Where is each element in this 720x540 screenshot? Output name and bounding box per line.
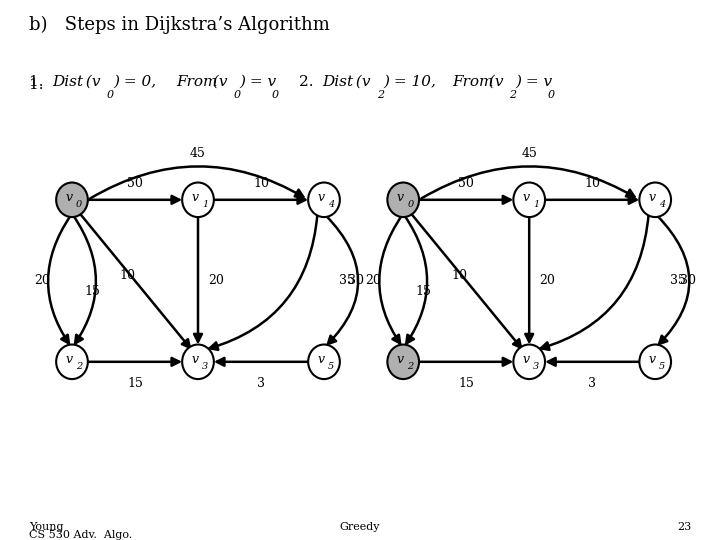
Text: 15: 15 <box>415 285 431 298</box>
Ellipse shape <box>639 345 671 379</box>
Text: v: v <box>397 353 404 366</box>
Text: 35: 35 <box>670 274 686 287</box>
Text: CS 530 Adv.  Algo.: CS 530 Adv. Algo. <box>29 530 132 540</box>
Text: 15: 15 <box>84 285 100 298</box>
Text: v: v <box>523 191 530 204</box>
Text: 2.: 2. <box>299 75 318 89</box>
Text: 2: 2 <box>509 90 516 100</box>
Text: 1: 1 <box>534 200 539 208</box>
Text: 20: 20 <box>539 274 555 287</box>
FancyArrowPatch shape <box>48 216 71 343</box>
Text: (v: (v <box>208 75 228 89</box>
Ellipse shape <box>513 183 545 217</box>
Text: 4: 4 <box>328 200 334 208</box>
Text: 50: 50 <box>127 177 143 190</box>
FancyArrowPatch shape <box>73 216 96 343</box>
Text: Young: Young <box>29 522 63 532</box>
Text: 20: 20 <box>34 274 50 287</box>
Text: 4: 4 <box>660 200 665 208</box>
Ellipse shape <box>387 183 419 217</box>
Text: 10: 10 <box>120 269 136 282</box>
Text: 0: 0 <box>271 90 279 100</box>
Text: b)   Steps in Dijkstra’s Algorithm: b) Steps in Dijkstra’s Algorithm <box>29 16 330 35</box>
FancyArrowPatch shape <box>405 216 427 343</box>
Text: 50: 50 <box>458 177 474 190</box>
Text: 1.: 1. <box>29 75 48 89</box>
FancyArrowPatch shape <box>541 214 649 350</box>
Ellipse shape <box>56 345 88 379</box>
FancyArrowPatch shape <box>90 166 303 198</box>
Text: ) = 0,: ) = 0, <box>114 75 166 89</box>
Text: 10: 10 <box>451 269 467 282</box>
Text: v: v <box>649 353 656 366</box>
Text: v: v <box>523 353 530 366</box>
Text: v: v <box>318 353 325 366</box>
Ellipse shape <box>308 183 340 217</box>
Text: ) = 10,: ) = 10, <box>384 75 446 89</box>
Text: 15: 15 <box>127 377 143 390</box>
Text: v: v <box>649 191 656 204</box>
FancyArrowPatch shape <box>326 215 358 344</box>
Text: Dist: Dist <box>322 75 353 89</box>
Ellipse shape <box>56 183 88 217</box>
Text: ) = v: ) = v <box>516 75 553 89</box>
Text: 45: 45 <box>190 147 206 160</box>
Text: 2: 2 <box>76 362 82 370</box>
Text: v: v <box>66 353 73 366</box>
Text: 1.: 1. <box>29 78 48 92</box>
Text: 0: 0 <box>547 90 554 100</box>
Text: 5: 5 <box>328 362 334 370</box>
Text: v: v <box>318 191 325 204</box>
Text: v: v <box>397 191 404 204</box>
Text: 10: 10 <box>584 177 600 190</box>
FancyArrowPatch shape <box>657 215 689 344</box>
Text: 10: 10 <box>253 177 269 190</box>
Text: 3: 3 <box>588 377 596 390</box>
Text: 5: 5 <box>660 362 665 370</box>
Ellipse shape <box>308 345 340 379</box>
Text: 0: 0 <box>233 90 240 100</box>
FancyArrowPatch shape <box>210 214 318 350</box>
Text: From: From <box>176 75 218 89</box>
Text: v: v <box>192 191 199 204</box>
Ellipse shape <box>387 345 419 379</box>
Text: ) = v: ) = v <box>240 75 277 89</box>
Text: 1: 1 <box>202 200 208 208</box>
Text: 30: 30 <box>348 274 364 287</box>
Text: From: From <box>452 75 494 89</box>
Text: 35: 35 <box>339 274 355 287</box>
Ellipse shape <box>182 183 214 217</box>
Text: 3: 3 <box>202 362 208 370</box>
Text: (v: (v <box>81 75 101 89</box>
Ellipse shape <box>639 183 671 217</box>
Text: 15: 15 <box>458 377 474 390</box>
Text: (v: (v <box>484 75 503 89</box>
Text: 0: 0 <box>107 90 114 100</box>
Text: Greedy: Greedy <box>340 522 380 532</box>
Text: 0: 0 <box>408 200 413 208</box>
FancyArrowPatch shape <box>421 166 634 198</box>
Text: 3: 3 <box>534 362 539 370</box>
Text: 2: 2 <box>377 90 384 100</box>
Text: 30: 30 <box>680 274 696 287</box>
Ellipse shape <box>513 345 545 379</box>
Text: 45: 45 <box>521 147 537 160</box>
FancyArrowPatch shape <box>379 216 402 343</box>
Text: v: v <box>192 353 199 366</box>
Text: 20: 20 <box>208 274 224 287</box>
Text: (v: (v <box>351 75 371 89</box>
Text: v: v <box>66 191 73 204</box>
Text: Dist: Dist <box>52 75 83 89</box>
Text: 23: 23 <box>677 522 691 532</box>
Text: 3: 3 <box>257 377 265 390</box>
Text: 20: 20 <box>365 274 381 287</box>
Text: 0: 0 <box>76 200 82 208</box>
Ellipse shape <box>182 345 214 379</box>
Text: 2: 2 <box>408 362 413 370</box>
